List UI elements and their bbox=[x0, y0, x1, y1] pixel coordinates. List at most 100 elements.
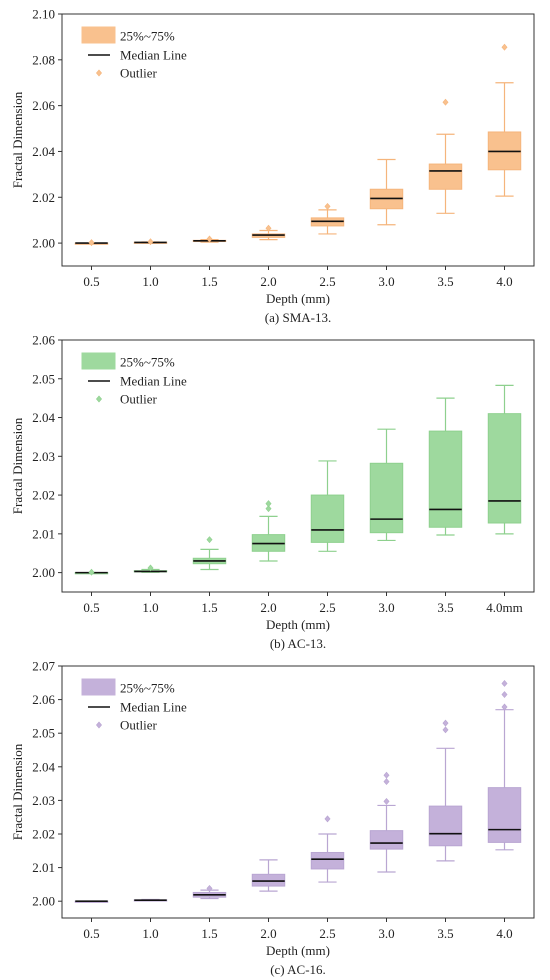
box-3 bbox=[192, 884, 227, 900]
plot-frame bbox=[61, 665, 535, 919]
x-tick-label: 1.0 bbox=[142, 274, 158, 289]
x-tick-label: 2.0 bbox=[260, 274, 276, 289]
plot-frame bbox=[61, 13, 535, 267]
y-tick-label: 2.00 bbox=[32, 894, 55, 909]
legend-box-label: 25%~75% bbox=[120, 355, 175, 370]
box-5 bbox=[310, 815, 345, 883]
box-1 bbox=[74, 900, 109, 903]
y-tick-label: 2.03 bbox=[32, 449, 55, 464]
box-4 bbox=[251, 859, 286, 892]
box-6 bbox=[369, 771, 404, 873]
outlier-point bbox=[206, 235, 213, 243]
box-3 bbox=[192, 235, 227, 243]
x-tick-label: 2.0 bbox=[260, 926, 276, 941]
legend-outlier-label: Outlier bbox=[120, 66, 157, 81]
x-tick-label: 1.5 bbox=[201, 926, 217, 941]
box-1 bbox=[74, 239, 109, 247]
outlier-point bbox=[206, 536, 213, 544]
y-tick-label: 2.02 bbox=[32, 488, 55, 503]
x-axis-title: Depth (mm) bbox=[266, 943, 330, 958]
legend-outlier-swatch bbox=[96, 721, 102, 729]
box-4 bbox=[251, 500, 286, 562]
legend-box-swatch bbox=[81, 26, 116, 44]
y-tick-label: 2.02 bbox=[32, 190, 55, 205]
panel-caption: (b) AC-13. bbox=[270, 636, 326, 651]
outlier-point bbox=[324, 202, 331, 210]
y-tick-label: 2.07 bbox=[32, 659, 55, 674]
x-tick-label: 3.5 bbox=[437, 600, 453, 615]
x-axis-title: Depth (mm) bbox=[266, 291, 330, 306]
box-2 bbox=[133, 238, 168, 246]
y-tick-label: 2.00 bbox=[32, 236, 55, 251]
outlier-point bbox=[265, 224, 272, 232]
x-tick-label: 2.0 bbox=[260, 600, 276, 615]
legend-box-swatch bbox=[81, 678, 116, 696]
iqr-box bbox=[428, 805, 463, 847]
box-3 bbox=[192, 536, 227, 571]
iqr-box bbox=[487, 787, 522, 843]
y-tick-label: 2.06 bbox=[32, 98, 55, 113]
x-tick-label: 3.5 bbox=[437, 926, 453, 941]
iqr-box bbox=[487, 413, 522, 524]
legend-median-label: Median Line bbox=[120, 48, 187, 63]
box-4 bbox=[251, 224, 286, 241]
outlier-point bbox=[88, 568, 95, 576]
x-tick-label: 3.0 bbox=[378, 926, 394, 941]
x-tick-label: 1.0 bbox=[142, 600, 158, 615]
x-tick-label: 0.5 bbox=[83, 600, 99, 615]
iqr-box bbox=[428, 163, 463, 190]
legend: 25%~75% Median Line Outlier bbox=[81, 26, 187, 81]
outlier-point bbox=[501, 680, 508, 687]
legend-outlier-swatch bbox=[96, 69, 102, 77]
box-6 bbox=[369, 428, 404, 542]
legend-box-swatch bbox=[81, 352, 116, 370]
x-tick-label: 3.0 bbox=[378, 600, 394, 615]
outlier-point bbox=[324, 815, 331, 823]
box-2 bbox=[133, 564, 168, 573]
x-tick-label: 4.0 bbox=[496, 926, 512, 941]
y-tick-label: 2.05 bbox=[32, 371, 55, 386]
box-7 bbox=[428, 397, 463, 536]
outlier-point bbox=[88, 239, 95, 247]
y-tick-label: 2.01 bbox=[32, 860, 55, 875]
plot-frame bbox=[61, 339, 535, 593]
box-7 bbox=[428, 719, 463, 862]
y-axis-title: Fractal Dimension bbox=[10, 417, 25, 514]
outlier-point bbox=[501, 43, 508, 51]
y-tick-label: 2.00 bbox=[32, 565, 55, 580]
outlier-point bbox=[442, 719, 449, 727]
legend-box-label: 25%~75% bbox=[120, 681, 175, 696]
y-tick-label: 2.10 bbox=[32, 7, 55, 22]
box-5 bbox=[310, 460, 345, 552]
iqr-box bbox=[428, 430, 463, 528]
y-axis-title: Fractal Dimension bbox=[10, 743, 25, 840]
y-tick-label: 2.04 bbox=[32, 410, 55, 425]
box-1 bbox=[74, 568, 109, 576]
y-tick-label: 2.01 bbox=[32, 526, 55, 541]
box-8 bbox=[487, 384, 522, 535]
box-7 bbox=[428, 98, 463, 214]
x-tick-label: 1.0 bbox=[142, 926, 158, 941]
box-8 bbox=[487, 680, 522, 851]
y-tick-label: 2.04 bbox=[32, 144, 55, 159]
y-tick-label: 2.04 bbox=[32, 759, 55, 774]
outlier-point bbox=[265, 500, 272, 508]
chart-panel-3: 2.00 2.01 2.02 2.03 2.04 2.05 2.06 2.07 0.5 1.0 1.… bbox=[10, 659, 535, 977]
x-tick-label: 2.5 bbox=[319, 274, 335, 289]
box-8 bbox=[487, 43, 522, 197]
legend: 25%~75% Median Line Outlier bbox=[81, 352, 187, 407]
legend-median-label: Median Line bbox=[120, 374, 187, 389]
outlier-point bbox=[383, 771, 390, 779]
outlier-point bbox=[501, 703, 508, 711]
x-tick-label: 4.0 bbox=[496, 274, 512, 289]
x-tick-label: 0.5 bbox=[83, 274, 99, 289]
x-axis-title: Depth (mm) bbox=[266, 617, 330, 632]
legend-outlier-swatch bbox=[96, 395, 102, 403]
y-tick-label: 2.08 bbox=[32, 52, 55, 67]
x-tick-label: 1.5 bbox=[201, 600, 217, 615]
y-tick-label: 2.05 bbox=[32, 726, 55, 741]
outlier-point bbox=[383, 778, 390, 786]
outlier-point bbox=[442, 98, 449, 106]
outlier-point bbox=[147, 238, 154, 246]
